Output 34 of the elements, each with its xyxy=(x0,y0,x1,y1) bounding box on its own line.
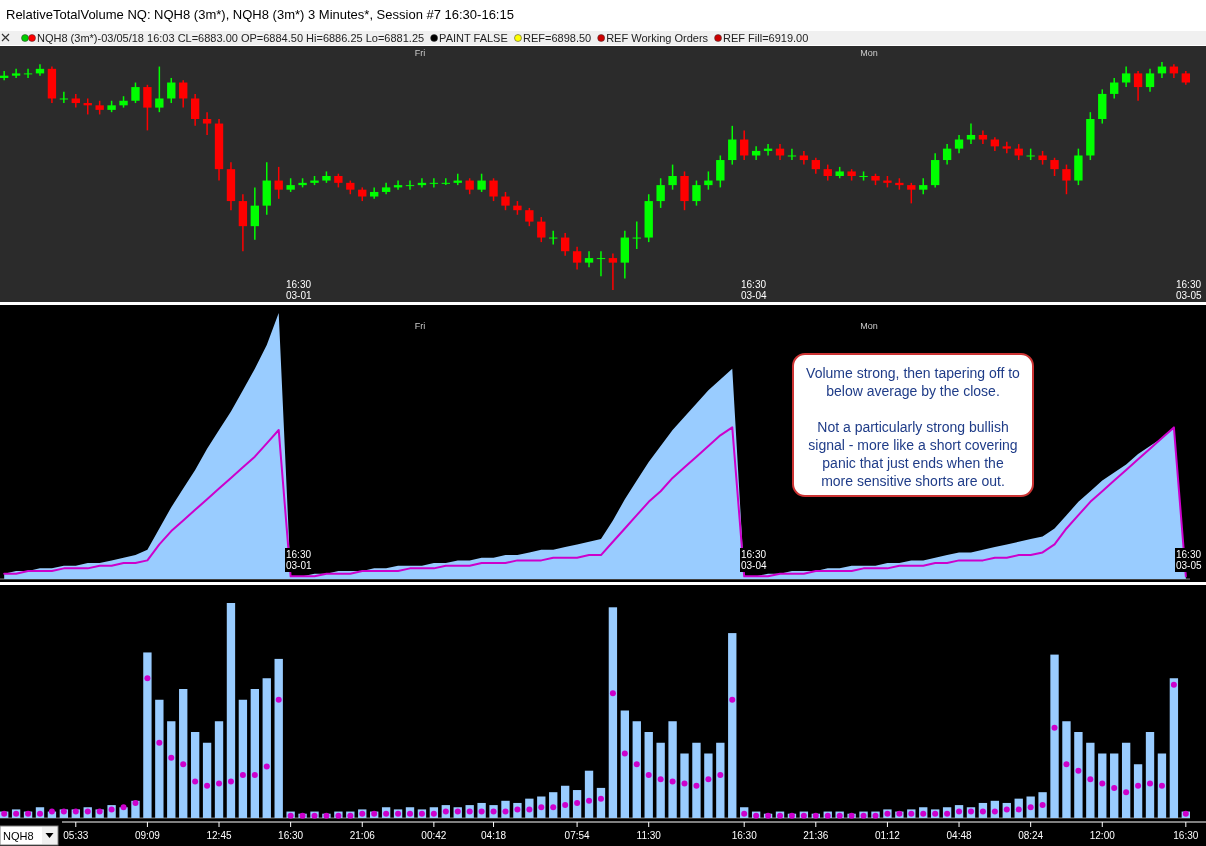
text: NQH8 (3m*)-03/05/18 16:03 CL=6883.00 OP=6884.50 Hi=6886.25 Lo=6881.25 xyxy=(37,32,425,44)
x-tick-label: 04:48 xyxy=(946,830,972,841)
x-tick-label: 09:09 xyxy=(134,830,161,841)
chart-title: RelativeTotalVolume NQ: NQH8 (3m*), NQH8 (3m*) 3 Minutes*, Session #7 16:30-16:15 xyxy=(6,7,514,22)
x-tick-label: 05:33 xyxy=(63,830,89,841)
x-tick-label: 08:24 xyxy=(1018,830,1044,841)
x-tick-label: 21:06 xyxy=(349,830,376,841)
text: REF Working Orders xyxy=(606,32,709,44)
text: NQH8 xyxy=(3,830,34,842)
text: PAINT FALSE xyxy=(439,32,508,44)
x-tick-label: 00:42 xyxy=(421,830,447,841)
x-tick-label: 12:45 xyxy=(206,830,232,841)
annotation: Mon xyxy=(860,321,878,331)
x-tick-label: 11:30 xyxy=(636,830,662,841)
x-tick-label: 16:30 xyxy=(1173,830,1199,841)
text: REF=6898.50 xyxy=(522,32,592,44)
x-tick-label: 16:30 xyxy=(278,830,304,841)
annotation: 16:30 03-04 xyxy=(741,279,768,301)
annotation: 16:30 03-04 xyxy=(741,549,768,571)
annotation: 16:30 03-05 xyxy=(1176,279,1203,301)
x-tick-label: 21:36 xyxy=(803,830,829,841)
text: Fri xyxy=(414,48,426,58)
x-tick-label: 04:18 xyxy=(481,830,507,841)
text: REF Fill=6919.00 xyxy=(723,32,809,44)
annotation: 16:30 03-05 xyxy=(1176,549,1203,571)
annotation: 16:30 03-01 xyxy=(286,279,313,301)
x-tick-label: 12:00 xyxy=(1089,830,1116,841)
text: Mon xyxy=(860,48,878,58)
text: Volume strong, then tapering off to below average by the close. Not a particularly strong bullish signal - more like a short covering panic that just ends when the more sensitive shorts are out. xyxy=(806,365,1020,489)
annotation: Fri xyxy=(414,321,426,331)
annotation: 16:30 03-01 xyxy=(286,549,313,571)
x-tick-label: 07:54 xyxy=(564,830,591,841)
x-tick-label: 16:30 xyxy=(731,830,758,841)
x-tick-label: 01:12 xyxy=(874,830,901,841)
